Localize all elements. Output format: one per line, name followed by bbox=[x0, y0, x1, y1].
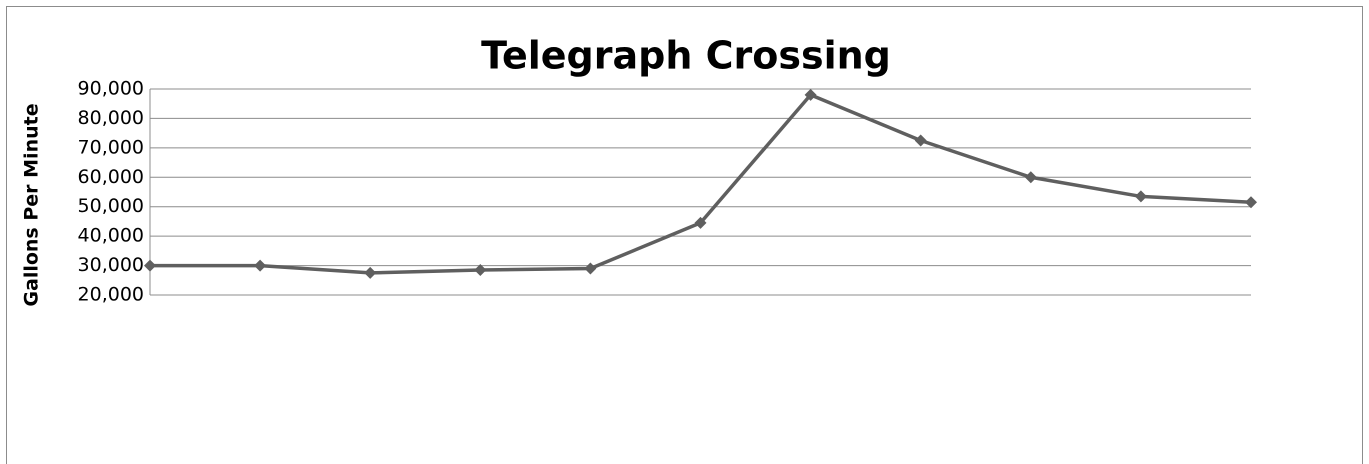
point-marker bbox=[1245, 196, 1257, 209]
point-marker bbox=[694, 216, 707, 229]
point-marker bbox=[254, 259, 267, 272]
y-tick-label: 80,000 bbox=[78, 107, 144, 129]
point-marker bbox=[474, 263, 487, 276]
point-marker bbox=[914, 134, 927, 147]
y-tick-label: 20,000 bbox=[78, 284, 144, 306]
y-tick-label: 30,000 bbox=[78, 254, 144, 276]
chart-frame bbox=[6, 6, 1363, 464]
chart-title: Telegraph Crossing bbox=[481, 34, 891, 78]
point-marker bbox=[584, 262, 597, 275]
point-marker bbox=[1134, 190, 1147, 203]
y-tick-label: 70,000 bbox=[78, 136, 144, 158]
y-tick-label: 50,000 bbox=[78, 195, 144, 217]
point-marker bbox=[364, 266, 377, 279]
y-tick-label: 60,000 bbox=[78, 166, 144, 188]
y-tick-label: 40,000 bbox=[78, 225, 144, 247]
y-axis-label: Gallons Per Minute bbox=[21, 103, 43, 306]
point-marker bbox=[144, 259, 156, 272]
point-marker bbox=[1024, 171, 1037, 184]
y-tick-label: 90,000 bbox=[78, 78, 144, 100]
point-marker bbox=[804, 88, 817, 101]
